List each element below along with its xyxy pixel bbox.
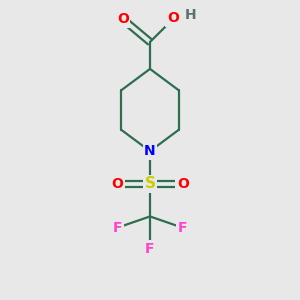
Text: F: F (112, 221, 122, 235)
Text: O: O (177, 177, 189, 191)
Text: O: O (111, 177, 123, 191)
Text: S: S (145, 176, 155, 191)
Text: N: N (144, 144, 156, 158)
Text: F: F (145, 242, 155, 256)
Text: H: H (185, 8, 197, 22)
Text: O: O (167, 11, 179, 25)
Text: O: O (117, 12, 129, 26)
Text: F: F (178, 221, 188, 235)
